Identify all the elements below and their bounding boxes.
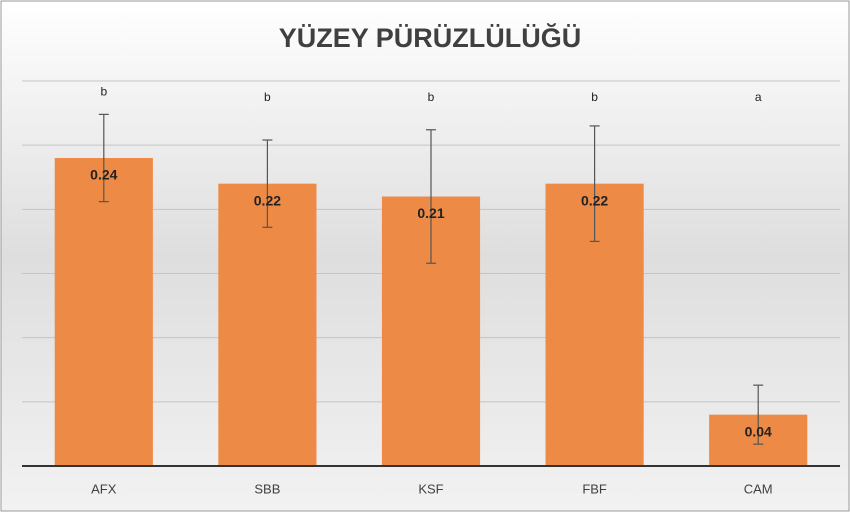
- x-tick-label: FBF: [582, 481, 607, 496]
- data-label: 0.21: [417, 205, 444, 221]
- bar: [218, 183, 317, 466]
- significance-letter: b: [591, 90, 598, 104]
- x-tick-label: AFX: [91, 481, 117, 496]
- x-tick-label: KSF: [418, 481, 443, 496]
- data-label: 0.22: [581, 192, 608, 208]
- significance-letter: b: [428, 90, 435, 104]
- x-tick-label: CAM: [744, 481, 773, 496]
- data-label: 0.04: [745, 423, 772, 439]
- x-tick-label: SBB: [254, 481, 280, 496]
- chart-title: YÜZEY PÜRÜZLÜLÜĞÜ: [279, 22, 582, 53]
- significance-letter: b: [264, 90, 271, 104]
- significance-letter: b: [100, 85, 107, 99]
- data-label: 0.22: [254, 192, 281, 208]
- data-label: 0.24: [90, 167, 117, 183]
- bar: [54, 158, 153, 466]
- significance-letter: a: [755, 90, 762, 104]
